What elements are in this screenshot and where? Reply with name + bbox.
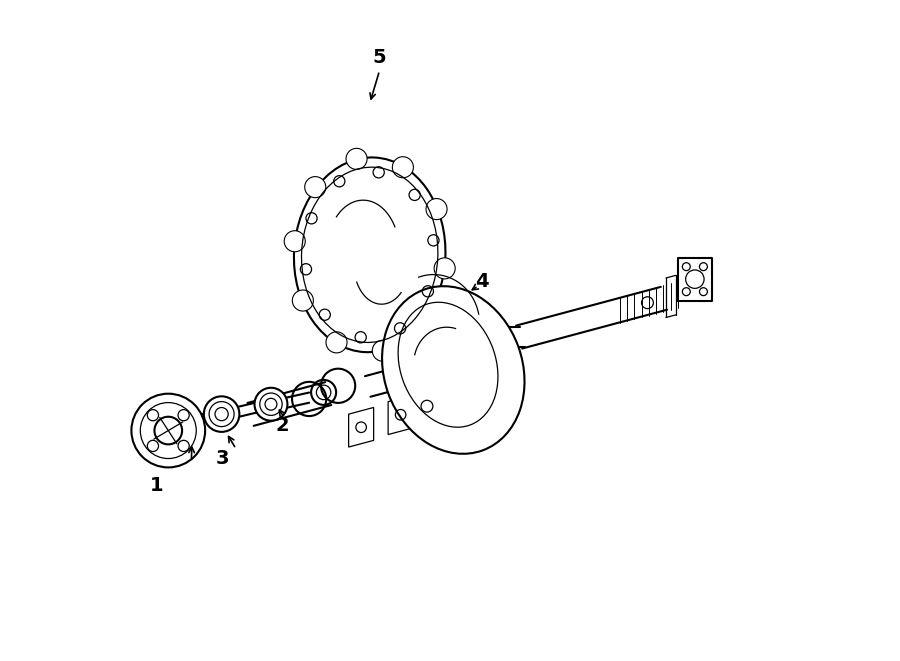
Ellipse shape [373, 340, 393, 362]
Ellipse shape [392, 157, 413, 178]
Ellipse shape [305, 176, 326, 198]
Ellipse shape [382, 286, 525, 454]
Ellipse shape [434, 258, 455, 279]
Text: 3: 3 [216, 449, 230, 469]
Ellipse shape [426, 198, 447, 219]
Ellipse shape [284, 231, 305, 252]
Ellipse shape [292, 290, 313, 311]
Text: 5: 5 [373, 48, 386, 67]
Ellipse shape [326, 332, 347, 353]
Ellipse shape [131, 394, 205, 467]
Text: 2: 2 [275, 416, 289, 436]
Ellipse shape [346, 148, 367, 169]
Ellipse shape [203, 397, 239, 432]
Text: 4: 4 [475, 272, 489, 291]
Ellipse shape [255, 388, 287, 420]
Ellipse shape [294, 157, 446, 352]
Ellipse shape [414, 312, 435, 333]
Text: 1: 1 [150, 476, 164, 494]
